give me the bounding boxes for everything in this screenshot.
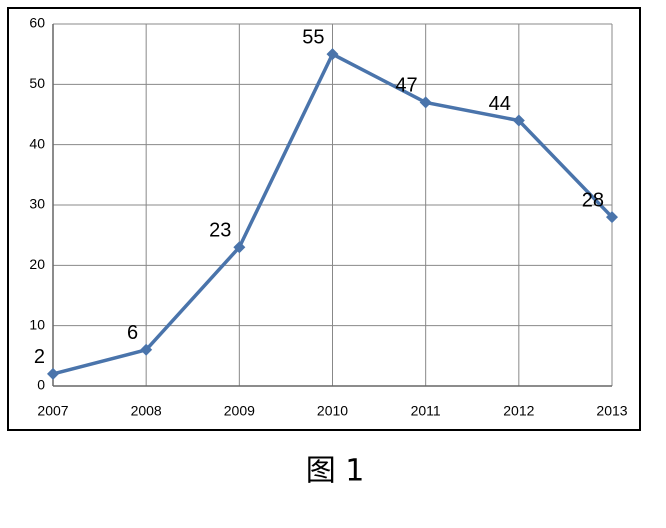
data-label: 6 xyxy=(127,322,138,344)
x-tick-label: 2009 xyxy=(224,403,255,419)
y-tick-label: 50 xyxy=(29,75,45,91)
chart-border xyxy=(7,7,641,431)
data-label: 47 xyxy=(395,75,417,97)
marker xyxy=(47,367,59,380)
data-label: 23 xyxy=(209,220,231,242)
caption: 图 1 xyxy=(306,454,365,489)
y-tick-label: 60 xyxy=(29,15,45,31)
marker xyxy=(512,114,525,127)
x-tick-label: 2011 xyxy=(411,403,441,419)
data-label: 44 xyxy=(489,93,511,115)
y-tick-label: 20 xyxy=(29,256,45,272)
y-tick-label: 0 xyxy=(37,377,45,393)
data-label: 28 xyxy=(582,189,604,211)
x-tick-label: 2008 xyxy=(131,403,162,419)
marker xyxy=(140,343,153,356)
x-tick-label: 2010 xyxy=(317,403,348,419)
x-tick-label: 2007 xyxy=(37,403,68,419)
x-tick-label: 2012 xyxy=(503,403,534,419)
marker xyxy=(606,211,618,224)
data-label: 2 xyxy=(34,346,45,368)
marker xyxy=(419,96,432,109)
marker xyxy=(326,48,339,61)
x-tick-label: 2013 xyxy=(596,403,627,419)
data-label: 55 xyxy=(302,26,324,48)
y-tick-label: 40 xyxy=(29,135,45,151)
marker xyxy=(233,241,246,254)
y-tick-label: 10 xyxy=(29,316,45,332)
y-tick-label: 30 xyxy=(29,196,45,212)
